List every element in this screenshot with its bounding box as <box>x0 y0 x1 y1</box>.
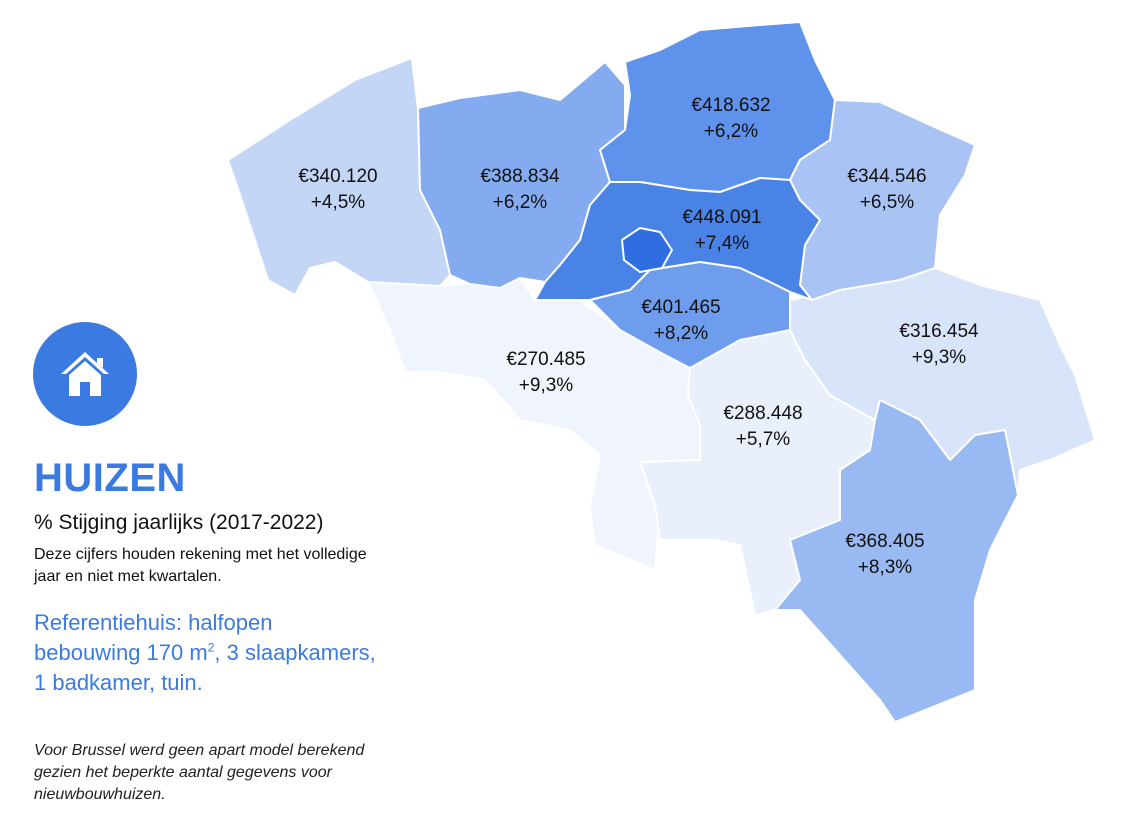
price: €401.465 <box>641 297 721 318</box>
region-brussel[interactable] <box>621 227 673 273</box>
growth: +6,5% <box>859 192 915 213</box>
growth: +9,3% <box>518 375 574 396</box>
label-limburg: €344.546 +6,5% <box>847 164 926 216</box>
reference-line-3: 1 badkamer, tuin. <box>34 670 203 695</box>
label-waals-brabant: €401.465 +8,2% <box>641 295 720 347</box>
house-badge <box>33 322 137 426</box>
growth: +8,3% <box>857 557 913 578</box>
label-namen: €288.448 +5,7% <box>723 401 802 453</box>
price: €368.405 <box>845 531 925 552</box>
reference-line-1: Referentiehuis: halfopen <box>34 610 273 635</box>
label-antwerpen: €418.632 +6,2% <box>691 93 770 145</box>
panel-subtitle: % Stijging jaarlijks (2017-2022) <box>34 511 324 534</box>
growth: +5,7% <box>735 429 791 450</box>
growth: +7,4% <box>694 233 750 254</box>
region-limburg[interactable] <box>789 99 976 301</box>
price: €270.485 <box>506 349 586 370</box>
price: €448.091 <box>682 207 762 228</box>
growth: +6,2% <box>492 192 548 213</box>
label-henegouwen: €270.485 +9,3% <box>506 347 585 399</box>
label-oost-vlaanderen: €388.834 +6,2% <box>480 164 559 216</box>
price: €418.632 <box>691 95 771 116</box>
price: €288.448 <box>723 403 803 424</box>
brussels-footnote: Voor Brussel werd geen apart model berek… <box>34 742 365 803</box>
price: €344.546 <box>847 166 927 187</box>
reference-line-2-pre: bebouwing 170 m <box>34 640 208 665</box>
label-luik: €316.454 +9,3% <box>899 319 978 371</box>
panel-note: Deze cijfers houden rekening met het vol… <box>34 546 367 585</box>
region-luxemburg[interactable] <box>774 399 1019 723</box>
growth: +6,2% <box>703 121 759 142</box>
price: €340.120 <box>298 166 378 187</box>
label-luxemburg: €368.405 +8,3% <box>845 529 924 581</box>
reference-house-text: Referentiehuis: halfopen bebouwing 170 m… <box>34 608 434 698</box>
label-vlaams-brabant: €448.091 +7,4% <box>682 205 761 257</box>
region-luik[interactable] <box>789 267 1096 496</box>
price: €388.834 <box>480 166 560 187</box>
label-west-vlaanderen: €340.120 +4,5% <box>298 164 377 216</box>
region-west-vlaanderen[interactable] <box>227 57 451 296</box>
growth: +8,2% <box>653 323 709 344</box>
reference-line-2: bebouwing 170 m2, 3 slaapkamers, <box>34 638 434 668</box>
growth: +9,3% <box>911 347 967 368</box>
house-icon <box>61 352 109 396</box>
square-unit-superscript: 2 <box>207 640 215 655</box>
panel-title: HUIZEN <box>34 456 186 500</box>
growth: +4,5% <box>310 192 366 213</box>
price: €316.454 <box>899 321 979 342</box>
reference-line-2-post: , 3 slaapkamers, <box>214 640 376 665</box>
